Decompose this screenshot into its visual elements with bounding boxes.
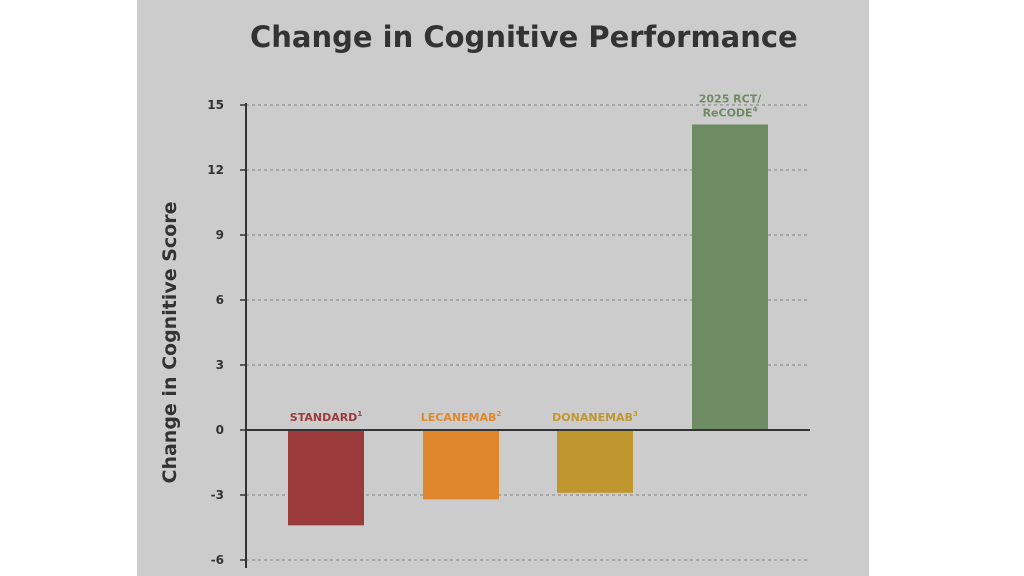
category-label: 2025 RCT/ReCODE4 (699, 93, 762, 120)
y-tick-label: -3 (211, 488, 224, 502)
y-tick-labels: 15 12 9 6 3 0 -3 -6 (207, 98, 246, 567)
bar (557, 430, 633, 493)
category-label-line: LECANEMAB (421, 411, 497, 424)
category-footnote-marker: 4 (753, 106, 758, 114)
category-footnote-marker: 1 (357, 410, 362, 418)
y-tick-label: 12 (207, 163, 224, 177)
y-tick-label: -6 (211, 553, 224, 567)
y-tick-label: 6 (216, 293, 224, 307)
category-labels: STANDARD1 LECANEMAB2 DONANEMAB3 2025 RCT/Re… (290, 93, 762, 425)
category-label: STANDARD1 (290, 410, 363, 424)
bar (423, 430, 499, 500)
category-label: DONANEMAB3 (552, 410, 638, 424)
category-label-line: STANDARD (290, 411, 358, 424)
category-label-line: ReCODE (703, 107, 753, 120)
y-tick-label: 0 (216, 423, 224, 437)
category-label-line: DONANEMAB (552, 411, 633, 424)
bar (692, 124, 768, 430)
bars (288, 124, 768, 526)
bar (288, 430, 364, 526)
y-tick-label: 9 (216, 228, 224, 242)
y-axis-label: Change in Cognitive Score (159, 202, 181, 484)
chart-title: Change in Cognitive Performance (250, 20, 798, 54)
category-footnote-marker: 2 (496, 410, 501, 418)
axes (245, 103, 810, 568)
y-tick-label: 3 (216, 358, 224, 372)
category-footnote-marker: 3 (633, 410, 638, 418)
category-label-line: 2025 RCT/ (699, 93, 762, 106)
y-tick-label: 15 (207, 98, 224, 112)
category-label: LECANEMAB2 (421, 410, 502, 424)
